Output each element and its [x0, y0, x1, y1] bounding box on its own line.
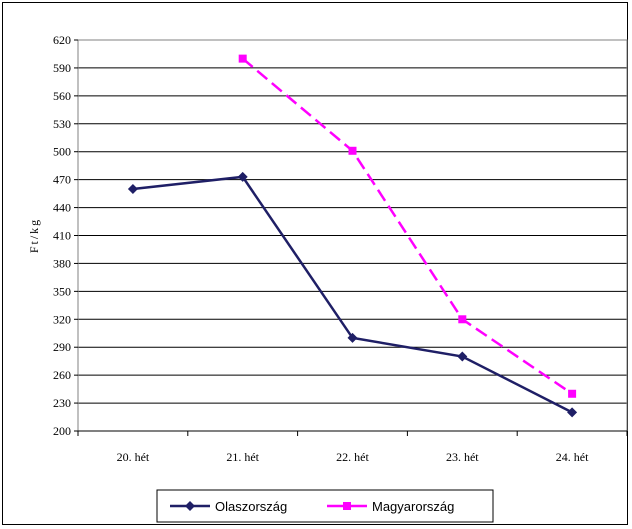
y-tick-label: 380: [53, 256, 71, 270]
series-layer: [127, 54, 578, 418]
series-line: [241, 57, 573, 395]
data-point: [127, 183, 138, 194]
x-tick-label: 23. hét: [446, 450, 479, 464]
y-tick-label: 230: [53, 396, 71, 410]
x-tick-label: 24. hét: [556, 450, 589, 464]
series-1: [238, 54, 577, 398]
y-tick-label: 320: [53, 312, 71, 326]
legend-label: Olaszország: [215, 499, 287, 514]
data-point: [567, 407, 578, 418]
series-line: [132, 175, 573, 414]
y-tick-label: 440: [53, 201, 71, 215]
x-tick-label: 20. hét: [117, 450, 150, 464]
legend-box: [156, 489, 494, 523]
legend-item: Olaszország: [170, 499, 287, 514]
data-point: [348, 146, 357, 155]
y-tick-label: 350: [53, 284, 71, 298]
y-tick-label: 530: [53, 117, 71, 131]
y-tick-label: 500: [53, 145, 71, 159]
legend-marker: [343, 502, 351, 510]
data-point: [347, 332, 358, 343]
data-point: [238, 54, 247, 63]
y-axis-ticks: 200 230 260 290 320 350 380 410 440 470 500 530 560 5…: [53, 33, 78, 438]
y-tick-label: 200: [53, 424, 71, 438]
y-tick-label: 260: [53, 368, 71, 382]
legend-item: Magyarország: [327, 499, 454, 514]
y-tick-label: 620: [53, 33, 71, 47]
y-tick-label: 560: [53, 89, 71, 103]
data-point: [237, 171, 248, 182]
y-tick-label: 590: [53, 61, 71, 75]
x-axis-ticks: 20. hét 21. hét 22. hét 23. hét 24. hét: [77, 430, 628, 464]
legend-label: Magyarország: [372, 499, 454, 514]
legend-marker: [185, 501, 195, 511]
data-point: [458, 315, 467, 324]
data-point: [457, 351, 468, 362]
series-0: [127, 171, 578, 418]
data-point: [568, 389, 577, 398]
legend: Olaszország Magyarország: [156, 489, 494, 523]
x-tick-label: 21. hét: [226, 450, 259, 464]
y-tick-label: 410: [53, 229, 71, 243]
x-tick-label: 22. hét: [336, 450, 369, 464]
y-axis-title: Ft/kg: [27, 218, 41, 253]
y-tick-label: 470: [53, 173, 71, 187]
y-tick-label: 290: [53, 340, 71, 354]
gridlines: [78, 39, 627, 404]
